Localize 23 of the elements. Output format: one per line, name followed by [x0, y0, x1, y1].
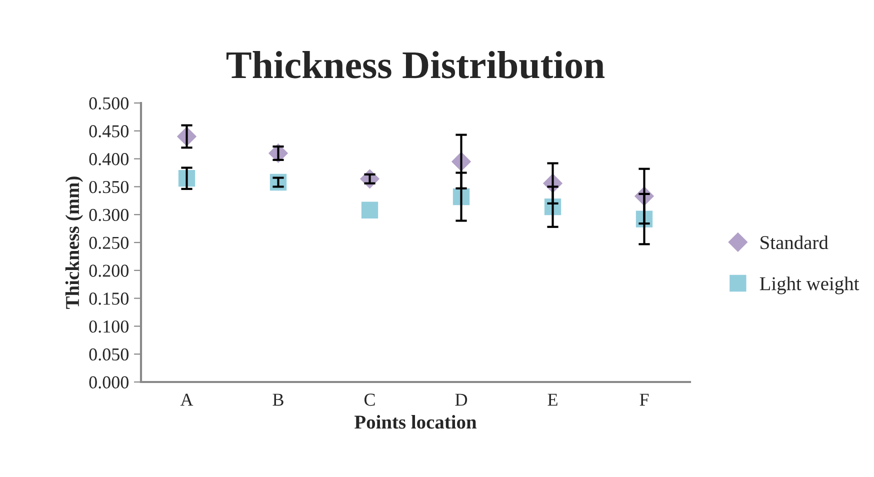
- legend-label: Light weight: [760, 276, 860, 294]
- x-tick-label: F: [640, 394, 649, 406]
- y-tick-label: 0.300: [89, 208, 129, 222]
- y-tick-label: 0.400: [89, 153, 129, 166]
- x-tick-label: D: [455, 394, 468, 406]
- y-tick-label: 0.450: [89, 125, 129, 138]
- x-tick-label: A: [180, 394, 194, 406]
- y-tick-label: 0.150: [89, 292, 129, 305]
- chart-title: Thickness Distribution: [226, 51, 605, 78]
- x-axis-title: Points location: [354, 415, 477, 429]
- x-tick-label: C: [364, 394, 375, 406]
- y-tick-label: 0.050: [89, 348, 129, 361]
- y-tick-label: 0.500: [89, 97, 129, 110]
- y-tick-label: 0.000: [89, 376, 129, 389]
- x-tick-label: E: [548, 394, 558, 406]
- legend-label: Standard: [760, 235, 828, 250]
- x-tick-label: B: [272, 394, 284, 406]
- y-tick-label: 0.100: [89, 320, 129, 333]
- point: [361, 202, 378, 218]
- y-tick-label: 0.250: [89, 236, 129, 250]
- y-tick-label: 0.200: [89, 264, 129, 277]
- y-tick-label: 0.350: [89, 180, 129, 194]
- y-axis-title: Thickness (mm): [65, 176, 84, 309]
